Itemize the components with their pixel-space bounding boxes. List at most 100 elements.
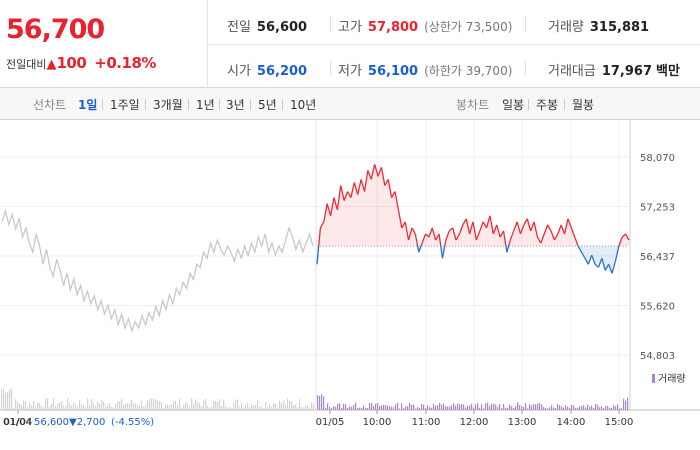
volume-bar	[459, 404, 461, 410]
volume-bar	[89, 405, 91, 410]
series-line-segment	[485, 215, 491, 229]
candle-chart-label: 봉차트	[456, 98, 490, 112]
series-area	[367, 170, 372, 247]
volume-bar	[125, 403, 127, 410]
series-line-segment	[363, 170, 369, 192]
volume-bar	[479, 407, 481, 410]
volume-bar	[589, 406, 591, 410]
series-area	[605, 246, 609, 271]
volume-bar	[415, 408, 417, 410]
tab-3m[interactable]: 3개월	[153, 98, 183, 112]
tab-weekly[interactable]: 주봉	[536, 98, 559, 112]
y-tick-label: 58,070	[640, 153, 675, 164]
x-tick-label: 12:00	[460, 417, 489, 428]
series-line-segment	[455, 233, 461, 241]
series-area	[588, 246, 592, 265]
series-line-segment	[530, 221, 535, 232]
volume-bar	[49, 406, 51, 410]
volume-bar	[495, 404, 497, 410]
tab-5y[interactable]: 5년	[258, 98, 277, 112]
tab-3y[interactable]: 3년	[226, 98, 245, 112]
tab-monthly[interactable]: 월봉	[572, 98, 595, 112]
volume-bar	[223, 399, 225, 410]
volume-bar	[521, 406, 523, 410]
volume-bar	[471, 403, 473, 410]
series-line-segment	[516, 221, 522, 235]
chart-grid	[0, 120, 630, 410]
volume-bar	[347, 408, 349, 410]
volume-bar	[601, 406, 603, 410]
volume-bar	[247, 403, 249, 410]
divider	[102, 99, 103, 110]
divider	[528, 99, 529, 110]
series-area	[500, 230, 504, 247]
volume-bar	[477, 402, 479, 410]
prev-day-rate: (-4.55%)	[111, 417, 154, 428]
volume-bar	[231, 407, 233, 410]
volume-bar	[447, 406, 449, 410]
series-line-segment	[353, 182, 359, 195]
series-area	[344, 191, 348, 247]
prev-day-change: ▼2,700	[69, 417, 105, 428]
volume-bar	[217, 401, 219, 410]
series-line-segment	[591, 254, 596, 265]
series-line-segment	[329, 197, 335, 216]
volume-bar	[515, 406, 517, 410]
volume-bar	[299, 399, 301, 410]
volume-bar	[229, 407, 231, 410]
volume-bar	[475, 404, 477, 410]
tab-daily[interactable]: 일봉	[502, 98, 525, 112]
series-line-segment	[472, 221, 478, 241]
series-area	[561, 224, 565, 247]
series-area	[340, 185, 345, 247]
volume-bar	[593, 407, 595, 410]
volume-bar	[23, 400, 25, 410]
volume-bar	[177, 405, 179, 410]
series-area	[571, 227, 575, 247]
volume-bar	[473, 407, 475, 410]
series-area	[347, 191, 351, 247]
series-line-segment	[438, 233, 442, 247]
volume-bar	[439, 403, 441, 410]
tab-1d[interactable]: 1일	[78, 98, 98, 112]
volume-bar	[273, 403, 275, 410]
series-area	[384, 179, 389, 247]
volume-bar	[623, 398, 625, 410]
series-line-segment	[479, 221, 484, 232]
series-area	[544, 224, 548, 247]
series-line-segment	[458, 224, 464, 235]
tab-1y[interactable]: 1년	[196, 98, 215, 112]
volume-bar	[59, 402, 61, 410]
volume-bar	[53, 398, 55, 410]
volume-bar	[405, 406, 407, 410]
volume-bar	[545, 407, 547, 410]
volume-bar	[481, 404, 483, 410]
volume-bar	[565, 405, 567, 410]
change-value: 100	[56, 54, 87, 72]
volume-bar	[7, 391, 9, 410]
stat-amount: 거래대금 17,967 백만	[548, 64, 680, 79]
volume-bar	[513, 407, 515, 410]
series-line-segment	[608, 264, 613, 274]
series-line-segment	[391, 191, 396, 198]
chart-tabs: 선차트 1일 1주일 3개월 1년 3년 5년 10년 봉차트 일봉 주봉 월봉	[0, 88, 700, 120]
volume-bar	[561, 406, 563, 410]
x-tick-label: 01/04	[4, 417, 33, 428]
volume-bar	[235, 399, 237, 410]
volume-bar	[185, 402, 187, 410]
tab-10y[interactable]: 10년	[290, 98, 317, 112]
volume-bar	[45, 398, 47, 410]
volume-bar	[93, 403, 95, 410]
volume-bar	[1, 389, 3, 410]
tab-1w[interactable]: 1주일	[110, 98, 140, 112]
series-area	[486, 215, 490, 247]
series-area	[435, 233, 440, 247]
volume-bar	[187, 403, 189, 410]
series-line-segment	[425, 233, 430, 238]
volume-bar	[269, 403, 271, 410]
volume-bar	[417, 407, 419, 410]
volume-bar	[37, 402, 39, 410]
volume-bar	[257, 400, 259, 410]
volume-bar	[87, 398, 89, 410]
series-line-segment	[560, 224, 566, 235]
